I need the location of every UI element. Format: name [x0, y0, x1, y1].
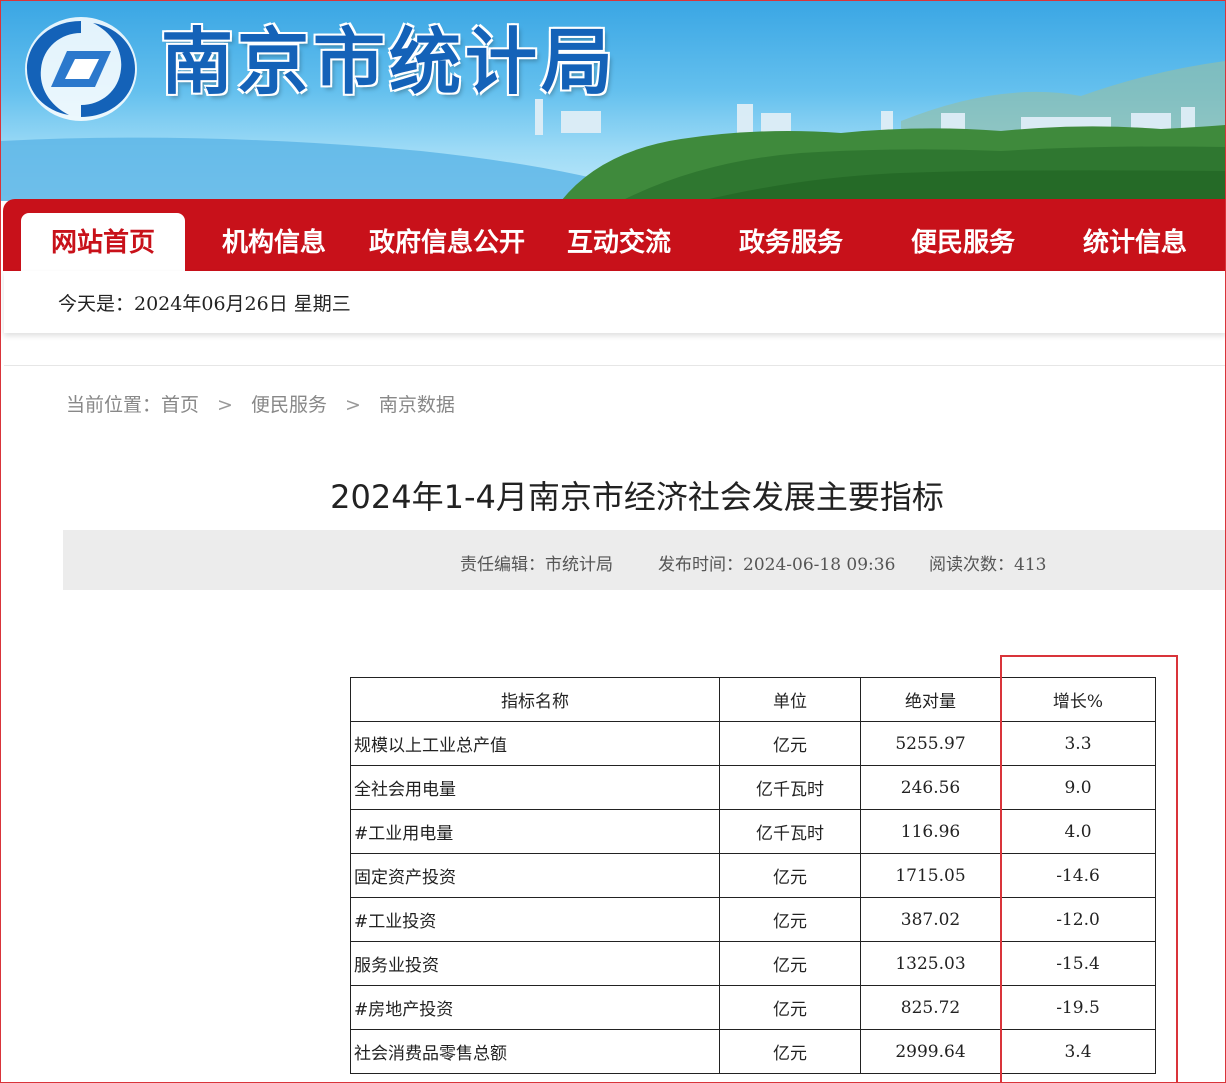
nav-item-gov-info-disclosure[interactable]: 政府信息公开 [368, 228, 525, 258]
cell-indicator-name: #房地产投资 [350, 985, 720, 1030]
cell-value: 246.56 [860, 765, 1001, 810]
cell-growth: -15.4 [1000, 941, 1156, 986]
nav-item-organization[interactable]: 机构信息 [221, 228, 326, 258]
article-title: 2024年1-4月南京市经济社会发展主要指标 [330, 478, 944, 516]
cell-unit: 亿千瓦时 [719, 765, 861, 810]
cell-value: 825.72 [860, 985, 1001, 1030]
cell-value: 2999.64 [860, 1029, 1001, 1074]
cell-unit: 亿千瓦时 [719, 809, 861, 854]
table-row: 固定资产投资 亿元 1715.05 -14.6 [350, 853, 1156, 898]
article-editor: 责任编辑：市统计局 [460, 555, 613, 575]
city-skyline-image [1, 61, 1225, 201]
cell-growth: 4.0 [1000, 809, 1156, 854]
cell-growth: 3.4 [1000, 1029, 1156, 1074]
cell-value: 116.96 [860, 809, 1001, 854]
cell-unit: 亿元 [719, 941, 861, 986]
cell-unit: 亿元 [719, 897, 861, 942]
cell-unit: 亿元 [719, 985, 861, 1030]
nav-item-interaction[interactable]: 互动交流 [566, 228, 671, 258]
breadcrumb-home[interactable]: 首页 [161, 394, 200, 416]
cell-growth: 9.0 [1000, 765, 1156, 810]
chevron-right-icon: > [344, 394, 361, 416]
chevron-right-icon: > [217, 394, 233, 416]
cell-growth: -12.0 [1000, 897, 1156, 942]
breadcrumb-nanjing-data[interactable]: 南京数据 [378, 394, 455, 416]
table-row: #工业投资 亿元 387.02 -12.0 [350, 897, 1156, 942]
table-row: 全社会用电量 亿千瓦时 246.56 9.0 [350, 765, 1156, 810]
nav-item-gov-services[interactable]: 政务服务 [738, 228, 843, 258]
cell-indicator-name: 全社会用电量 [350, 765, 720, 810]
cell-unit: 亿元 [719, 853, 861, 898]
nav-item-public-services[interactable]: 便民服务 [910, 228, 1015, 258]
bureau-logo-icon [25, 17, 137, 121]
cell-indicator-name: #工业用电量 [350, 809, 720, 854]
breadcrumb: 当前位置：首页 > 便民服务 > 南京数据 [66, 390, 455, 417]
header-unit: 单位 [719, 677, 861, 722]
cell-growth: -19.5 [1000, 985, 1156, 1030]
table-row: #房地产投资 亿元 825.72 -19.5 [350, 985, 1156, 1030]
main-content: 当前位置：首页 > 便民服务 > 南京数据 2024年1-4月南京市经济社会发展主要指标… [4, 365, 1225, 1082]
table-row: #工业用电量 亿千瓦时 116.96 4.0 [350, 809, 1156, 854]
cell-unit: 亿元 [719, 721, 861, 766]
table-row: 服务业投资 亿元 1325.03 -15.4 [350, 941, 1156, 986]
article-publish-time: 发布时间：2024-06-18 09:36 [658, 555, 896, 575]
cell-indicator-name: 社会消费品零售总额 [350, 1029, 720, 1074]
nav-item-statistics[interactable]: 统计信息 [1082, 228, 1187, 258]
cell-growth: 3.3 [1000, 721, 1156, 766]
header-indicator-name: 指标名称 [350, 677, 720, 722]
header-growth: 增长% [1000, 677, 1156, 722]
table-header-row: 指标名称 单位 绝对量 增长% [350, 677, 1156, 722]
main-nav: 网站首页 机构信息 政府信息公开 互动交流 政务服务 便民服务 统计信息 [3, 199, 1225, 271]
breadcrumb-public-services[interactable]: 便民服务 [250, 394, 327, 416]
cell-indicator-name: #工业投资 [350, 897, 720, 942]
cell-unit: 亿元 [719, 1029, 861, 1074]
table-row: 规模以上工业总产值 亿元 5255.97 3.3 [350, 721, 1156, 766]
indicator-table: 指标名称 单位 绝对量 增长% 规模以上工业总产值 亿元 5255.97 3.3… [350, 677, 1156, 1074]
cell-indicator-name: 服务业投资 [350, 941, 720, 986]
header-absolute-value: 绝对量 [860, 677, 1001, 722]
date-bar: 今天是：2024年06月26日 星期三 [4, 271, 1225, 333]
table-row: 社会消费品零售总额 亿元 2999.64 3.4 [350, 1029, 1156, 1074]
breadcrumb-prefix: 当前位置： [66, 394, 162, 416]
cell-value: 1715.05 [860, 853, 1001, 898]
article-view-count: 阅读次数：413 [929, 555, 1047, 575]
cell-indicator-name: 规模以上工业总产值 [350, 721, 720, 766]
header-banner: 南京市统计局 [1, 1, 1225, 201]
cell-indicator-name: 固定资产投资 [350, 853, 720, 898]
cell-value: 387.02 [860, 897, 1001, 942]
nav-item-home[interactable]: 网站首页 [21, 213, 185, 271]
cell-value: 5255.97 [860, 721, 1001, 766]
cell-growth: -14.6 [1000, 853, 1156, 898]
current-date: 今天是：2024年06月26日 星期三 [58, 293, 351, 315]
cell-value: 1325.03 [860, 941, 1001, 986]
site-name: 南京市统计局 [161, 20, 618, 104]
article-meta-bar: 责任编辑：市统计局 发布时间：2024-06-18 09:36 阅读次数：413 [63, 530, 1225, 590]
